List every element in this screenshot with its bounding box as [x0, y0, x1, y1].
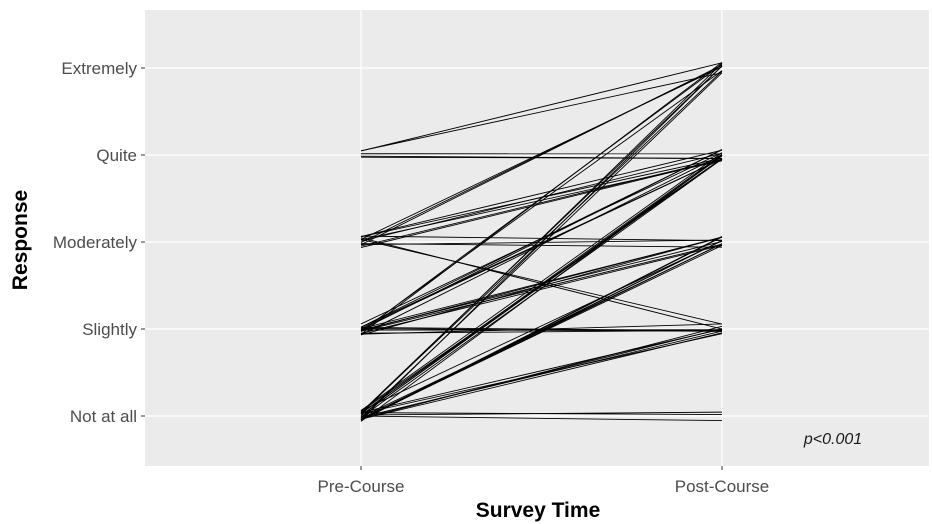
participant-line: [360, 415, 723, 422]
participant-line: [360, 66, 723, 240]
p-value-annotation: p<0.001: [803, 431, 862, 448]
participant-line: [360, 149, 723, 331]
y-tick-label: Extremely: [61, 59, 137, 78]
participant-line: [360, 159, 723, 249]
paired-lines: [360, 62, 723, 422]
participant-line: [360, 328, 723, 419]
participant-line: [360, 65, 723, 413]
participant-line: [360, 244, 723, 334]
participant-line: [360, 70, 723, 414]
y-tick-label: Moderately: [53, 233, 138, 252]
participant-line: [360, 411, 723, 416]
participant-line: [360, 245, 723, 420]
participant-line: [360, 149, 723, 237]
participant-line: [360, 64, 723, 246]
participant-line: [360, 240, 723, 412]
participant-line: [360, 154, 723, 336]
x-tick-label: Pre-Course: [318, 477, 405, 496]
participant-line: [360, 332, 723, 420]
participant-line: [360, 156, 723, 159]
y-tick-label: Slightly: [82, 320, 137, 339]
participant-line: [360, 70, 723, 332]
y-tick-label: Not at all: [70, 407, 137, 426]
participant-line: [360, 239, 723, 325]
participant-line: [360, 243, 723, 332]
participant-line: [360, 239, 723, 246]
y-tick-label: Quite: [96, 146, 137, 165]
participant-line: [360, 235, 723, 242]
y-axis: Not at all Slightly Moderately Quite Extreme…: [53, 59, 145, 426]
participant-line: [360, 325, 723, 420]
participant-line: [360, 72, 723, 152]
participant-line: [360, 328, 723, 413]
participant-line: [360, 237, 723, 330]
x-axis: Pre-Course Post-Course: [318, 466, 769, 496]
x-tick-label: Post-Course: [675, 477, 769, 496]
participant-line: [360, 326, 723, 332]
y-axis-title: Response: [9, 190, 32, 290]
participant-line: [360, 160, 723, 241]
x-axis-title: Survey Time: [476, 499, 601, 522]
participant-line: [360, 62, 723, 152]
participant-line: [360, 157, 723, 238]
